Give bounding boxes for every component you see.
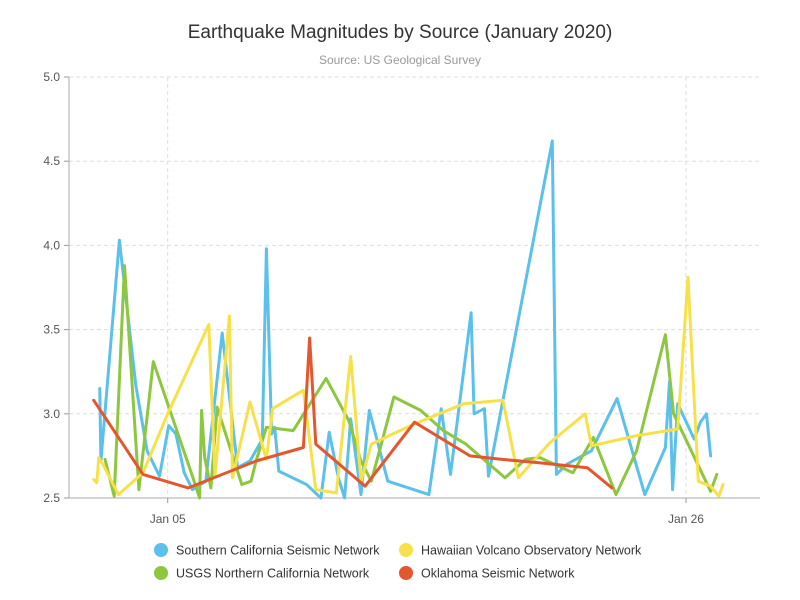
chart-title: Earthquake Magnitudes by Source (January…	[188, 22, 613, 43]
y-tick-label: 5.0	[43, 70, 60, 84]
series-line-oklahoma-seismic-network	[92, 336, 614, 490]
x-tick-label: Jan 05	[150, 512, 186, 526]
legend-label: Oklahoma Seismic Network	[421, 567, 575, 581]
legend-label: USGS Northern California Network	[176, 567, 370, 581]
legend-label: Southern California Seismic Network	[176, 544, 380, 558]
legend-marker	[154, 543, 168, 557]
plot-area	[92, 139, 725, 500]
chart-subtitle: Source: US Geological Survey	[319, 53, 481, 67]
legend-marker	[399, 566, 413, 580]
y-tick-label: 2.5	[43, 491, 60, 505]
y-tick-label: 3.0	[43, 407, 60, 421]
series-line-hawaiian-volcano-observatory-network	[92, 275, 725, 498]
series-line-southern-california-seismic-network	[98, 139, 713, 500]
y-tick-label: 4.5	[43, 154, 60, 168]
legend-label: Hawaiian Volcano Observatory Network	[421, 544, 642, 558]
legend: Southern California Seismic Network Hawai…	[154, 543, 642, 581]
axes: 2.5 3.0 3.5 4.0 4.5 5.0 Jan 05 Jan 26	[43, 70, 760, 526]
y-tick-label: 3.5	[43, 323, 60, 337]
series-line-usgs-northern-california-network	[103, 264, 719, 500]
grid-lines	[69, 76, 760, 498]
y-tick-label: 4.0	[43, 238, 60, 252]
legend-marker	[154, 566, 168, 580]
x-tick-label: Jan 26	[668, 512, 704, 526]
legend-marker	[399, 543, 413, 557]
